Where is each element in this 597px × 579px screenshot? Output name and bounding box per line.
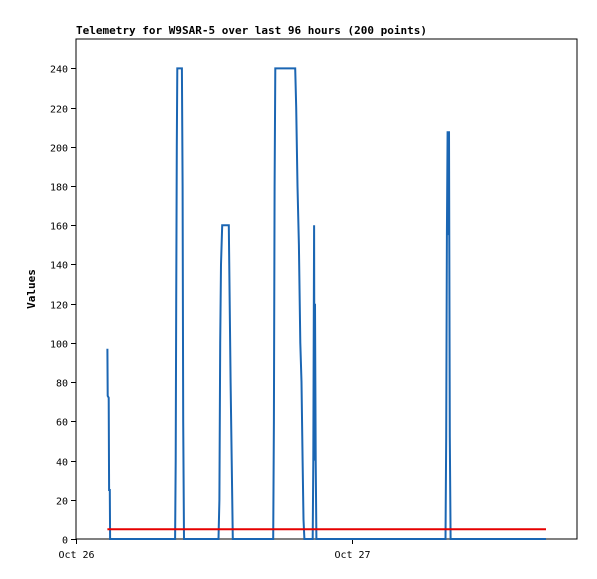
- x-axis: Oct 26 Oct 27: [58, 539, 371, 561]
- y-axis-label: Values: [25, 269, 38, 309]
- y-tick-label: 60: [56, 418, 68, 429]
- y-tick-label: 220: [50, 105, 68, 116]
- y-tick-label: 240: [50, 65, 68, 76]
- y-tick-label: 120: [50, 301, 68, 312]
- y-tick-label: 100: [50, 340, 68, 351]
- series-line-1: [106, 67, 546, 540]
- plot-area: [75, 38, 578, 540]
- y-tick-label: 160: [50, 222, 68, 233]
- x-tick-label: Oct 26: [58, 550, 94, 561]
- x-tick-label: Oct 27: [334, 550, 370, 561]
- y-tick-label: 200: [50, 144, 68, 155]
- y-tick-label: 20: [56, 497, 68, 508]
- y-tick-label: 80: [56, 379, 68, 390]
- series-layer: [106, 67, 546, 540]
- y-axis: 0 20 40 60 80 100 120 140 160 180 200 220 240: [50, 65, 76, 547]
- y-tick-label: 0: [62, 536, 68, 547]
- y-tick-label: 40: [56, 458, 68, 469]
- chart-title: Telemetry for W9SAR-5 over last 96 hours…: [76, 24, 427, 37]
- y-tick-label: 140: [50, 261, 68, 272]
- y-tick-label: 180: [50, 183, 68, 194]
